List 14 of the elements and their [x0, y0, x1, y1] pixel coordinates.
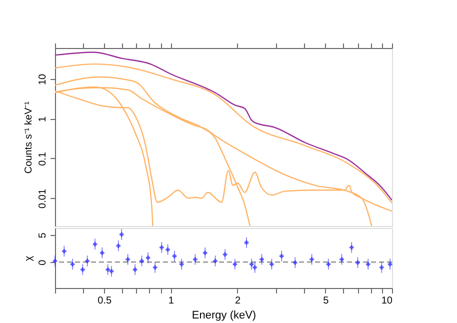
x-tick-label: 2 — [235, 296, 242, 306]
y-tick-label: 1 — [38, 116, 48, 122]
x-tick-label: 5 — [323, 296, 330, 306]
x-tick-label: 1 — [168, 296, 174, 306]
y-tick-label: 0 — [38, 259, 48, 266]
x-tick-label: 0.5 — [98, 296, 112, 306]
x-tick-label: 10 — [381, 296, 393, 306]
y-tick-label: 0.01 — [38, 188, 48, 208]
y-tick-label: 0.1 — [38, 152, 48, 166]
y-tick-label: 10 — [38, 73, 48, 85]
y-tick-label: 5 — [38, 232, 48, 238]
x-axis-title: Energy (keV) — [192, 310, 256, 322]
y-axis-title: χ — [24, 255, 34, 262]
y-axis-title: Counts s⁻¹ keV⁻¹ — [24, 100, 34, 174]
